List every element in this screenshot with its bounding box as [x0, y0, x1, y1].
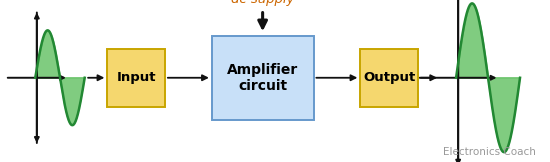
Text: Amplifier
circuit: Amplifier circuit — [227, 63, 298, 93]
FancyBboxPatch shape — [360, 49, 418, 107]
Text: dc supply: dc supply — [231, 0, 294, 6]
FancyBboxPatch shape — [107, 49, 165, 107]
Text: Electronics Coach: Electronics Coach — [443, 147, 536, 157]
Text: Output: Output — [363, 71, 415, 84]
Text: Input: Input — [117, 71, 156, 84]
FancyBboxPatch shape — [212, 36, 314, 120]
